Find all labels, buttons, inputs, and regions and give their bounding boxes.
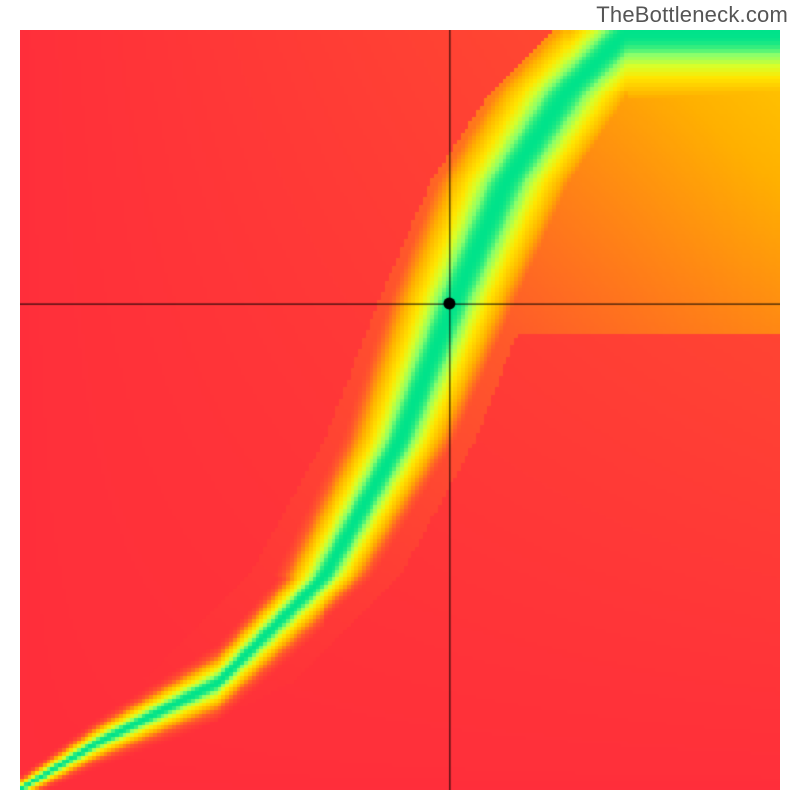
bottleneck-heatmap [20, 30, 780, 790]
figure-container: TheBottleneck.com [0, 0, 800, 800]
watermark-text: TheBottleneck.com [596, 2, 788, 28]
